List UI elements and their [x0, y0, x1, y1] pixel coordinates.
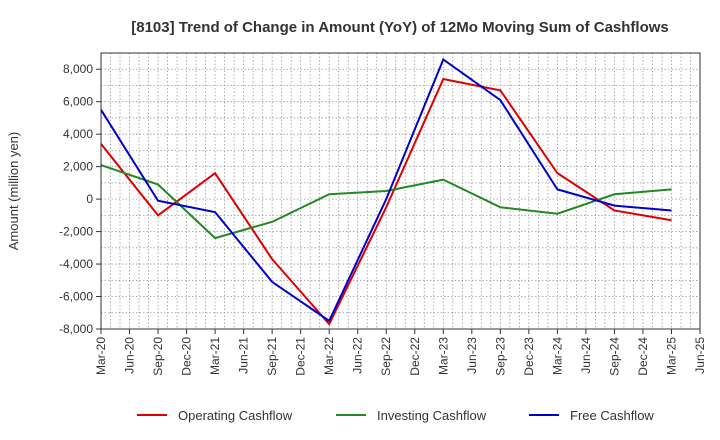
y-tick-label: -8,000 [59, 322, 93, 336]
series-line-investing-cashflow [100, 164, 672, 240]
series-line-operating-cashflow [100, 77, 672, 326]
legend-label: Operating Cashflow [178, 408, 293, 423]
x-tick-label: Sep-21 [265, 337, 279, 376]
x-tick-label: Dec-23 [522, 337, 536, 376]
x-tick-label: Sep-22 [379, 337, 393, 376]
legend-label: Investing Cashflow [377, 408, 487, 423]
x-tick-label: Sep-24 [607, 337, 621, 376]
y-axis-ticks: -8,000 -6,000 -4,000 -2,000 0 2,000 4,000 6,000… [59, 62, 101, 336]
y-tick-label: 6,000 [63, 95, 93, 109]
x-tick-label: Mar-23 [436, 337, 450, 375]
x-tick-label: Mar-24 [550, 337, 564, 375]
y-axis-label: Amount (million yen) [6, 132, 21, 251]
x-tick-label: Jun-20 [123, 337, 137, 374]
chart-title: [8103] Trend of Change in Amount (YoY) o… [131, 19, 669, 36]
y-tick-label: 0 [86, 192, 93, 206]
legend-label: Free Cashflow [570, 408, 654, 423]
x-tick-label: Sep-23 [493, 337, 507, 376]
x-tick-label: Jun-24 [579, 337, 593, 374]
x-tick-label: Jun-23 [465, 337, 479, 374]
x-axis-ticks: Mar-20 Jun-20 Sep-20 Dec-20 Mar-21 Jun-21 Sep-… [94, 329, 707, 376]
series-line-free-cashflow [100, 57, 672, 323]
x-tick-label: Sep-20 [151, 337, 165, 376]
x-tick-label: Dec-24 [636, 337, 650, 376]
plot-frame [100, 52, 701, 330]
series-layer [100, 57, 672, 326]
x-tick-label: Dec-22 [408, 337, 422, 376]
x-tick-label: Dec-20 [180, 337, 194, 376]
x-tick-label: Mar-22 [322, 337, 336, 375]
legend: Operating Cashflow Investing Cashflow Free… [137, 408, 654, 423]
x-tick-label: Mar-25 [664, 337, 678, 375]
y-tick-label: 8,000 [63, 62, 93, 76]
x-tick-label: Mar-21 [208, 337, 222, 375]
y-tick-label: -6,000 [59, 290, 93, 304]
y-tick-label: -2,000 [59, 225, 93, 239]
x-tick-label: Jun-25 [693, 337, 707, 374]
x-tick-label: Jun-22 [351, 337, 365, 374]
x-tick-label: Jun-21 [237, 337, 251, 374]
x-tick-label: Mar-20 [94, 337, 108, 375]
y-tick-label: -4,000 [59, 257, 93, 271]
y-tick-label: 2,000 [63, 160, 93, 174]
x-tick-label: Dec-21 [294, 337, 308, 376]
y-tick-label: 4,000 [63, 127, 93, 141]
